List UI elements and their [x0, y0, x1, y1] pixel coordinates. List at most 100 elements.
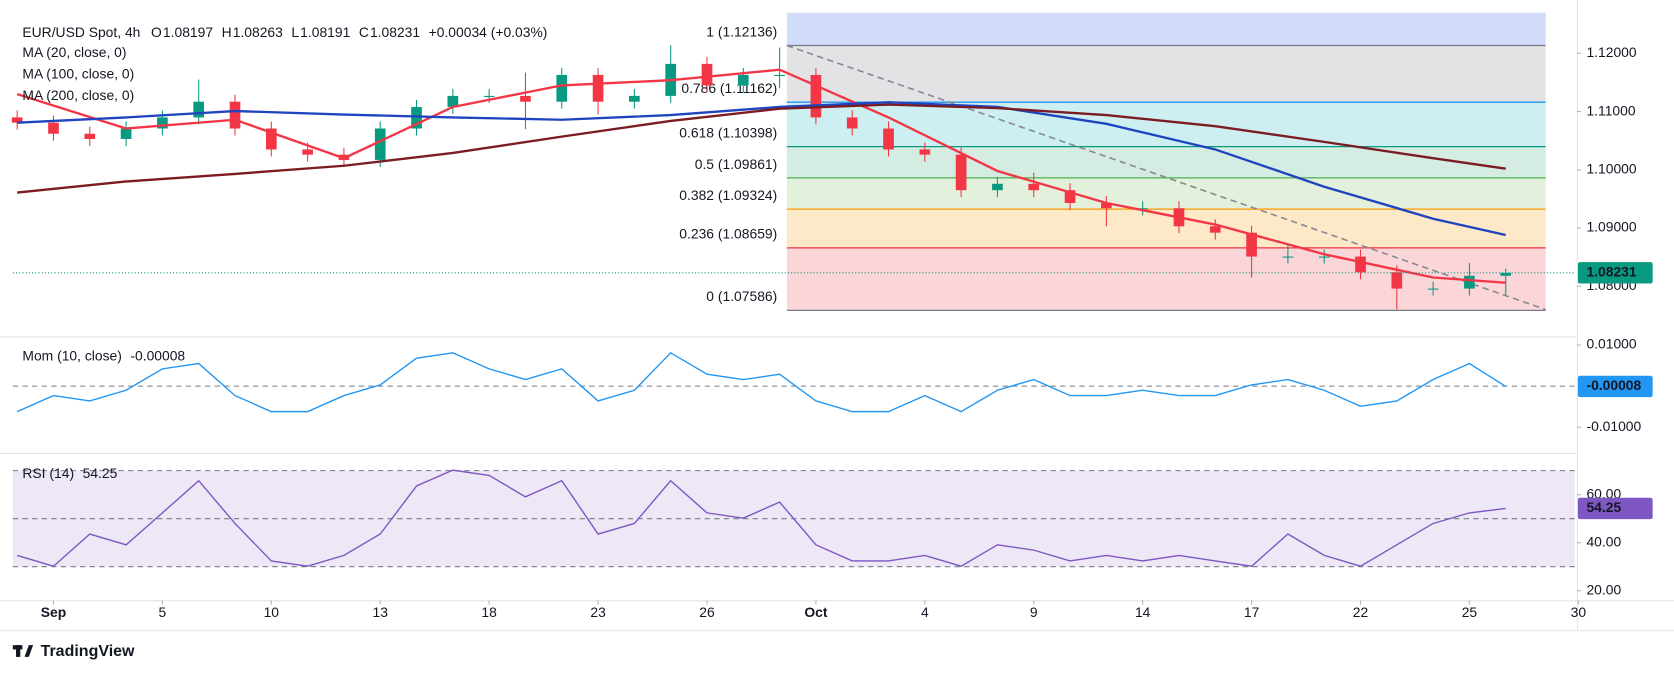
fib-zone	[786, 102, 1546, 147]
x-tick-label: 23	[590, 604, 606, 620]
ohlc-prefix: O	[151, 24, 162, 40]
last-price-box	[1577, 262, 1653, 284]
candle-body	[919, 149, 931, 155]
x-tick-label: Sep	[41, 604, 66, 620]
candle-body	[1028, 183, 1040, 191]
ohlc-prefix: L	[291, 24, 299, 40]
fib-label: 1 (1.12136)	[706, 23, 777, 39]
candle-body	[1318, 256, 1330, 258]
candle-body	[447, 95, 459, 107]
fib-label: 0.5 (1.09861)	[695, 156, 778, 172]
candle-body	[1064, 190, 1076, 204]
candle-body	[1101, 203, 1112, 209]
last-price-label: 1.08231	[1586, 263, 1636, 279]
candle-body	[11, 117, 23, 123]
x-tick-label: 4	[921, 604, 929, 620]
x-tick-label: 17	[1244, 604, 1260, 620]
change: +0.00034 (+0.03%)	[429, 24, 548, 40]
last-value-label: 54.25	[1586, 499, 1621, 515]
indicator-title: RSI (14)	[22, 465, 74, 481]
candle-body	[556, 74, 568, 102]
indicator-value: 54.25	[83, 465, 118, 481]
indicator-value: -0.00008	[130, 347, 185, 363]
x-tick-label: Oct	[804, 604, 828, 620]
x-tick-label: 18	[481, 604, 497, 620]
y-tick-label: -0.01000	[1586, 418, 1641, 434]
candle-body	[120, 128, 132, 139]
candle-body	[1464, 275, 1475, 289]
fib-zone	[786, 45, 1546, 103]
moving-average	[16, 68, 1506, 284]
candle-body	[846, 117, 858, 129]
trendline	[786, 44, 1546, 311]
logo-icon	[12, 645, 34, 657]
candle-body	[883, 128, 894, 150]
fib-label: 0.618 (1.10398)	[679, 125, 777, 141]
fib-label: 0.786 (1.11162)	[681, 80, 777, 96]
candle-body	[1282, 256, 1294, 258]
candle-body	[955, 154, 967, 191]
indicator-title: Mom (10, close)	[22, 347, 121, 363]
indicator-line	[16, 351, 1507, 413]
fib-label: 0 (1.07586)	[706, 288, 777, 304]
x-tick-label: 22	[1353, 604, 1369, 620]
moving-average	[17, 103, 1506, 194]
y-tick-label: 60.00	[1586, 485, 1621, 501]
x-tick-label: 14	[1135, 604, 1151, 620]
candle-body	[701, 63, 713, 86]
candle-body	[520, 95, 531, 102]
candle-body	[374, 128, 386, 160]
candle-body	[1355, 256, 1366, 273]
ohlc-prefix: H	[222, 24, 232, 40]
candle-body	[592, 74, 604, 102]
candle-body	[411, 106, 422, 129]
legend-entry: MA (100, close, 0)	[22, 65, 134, 81]
candle-body	[629, 95, 640, 102]
candle-body	[84, 133, 96, 139]
ohlc-value: 1.08197	[163, 24, 213, 40]
indicator-line	[16, 469, 1506, 567]
candle-body	[483, 95, 495, 97]
ohlc-value: 1.08231	[370, 24, 420, 40]
candle-body	[774, 74, 785, 76]
y-tick-label: 1.12000	[1586, 44, 1636, 60]
candle-body	[1500, 272, 1512, 276]
fib-zone	[786, 247, 1546, 311]
candle-body	[992, 183, 1003, 191]
x-tick-label: 26	[699, 604, 715, 620]
y-tick-label: 40.00	[1586, 533, 1621, 549]
ohlc-value: 1.08263	[233, 24, 283, 40]
candle-body	[265, 128, 277, 150]
y-tick-label: 1.10000	[1586, 160, 1636, 176]
y-tick-label: 20.00	[1586, 581, 1621, 597]
x-tick-label: 30	[1571, 604, 1587, 620]
candle-body	[157, 117, 168, 129]
candle-body	[1427, 288, 1439, 290]
fib-zone	[786, 146, 1546, 178]
fib-label: 0.382 (1.09324)	[679, 187, 777, 203]
ohlc-prefix: C	[359, 24, 369, 40]
candle-body	[229, 101, 241, 129]
symbol: EUR/USD Spot, 4h	[22, 24, 140, 40]
candle-body	[1209, 226, 1221, 233]
x-tick-label: 13	[373, 604, 389, 620]
candle-body	[810, 74, 822, 118]
last-value-box	[1577, 497, 1653, 520]
y-tick-label: 0.01000	[1586, 336, 1636, 352]
candle-body	[48, 122, 59, 134]
fib-zone	[786, 12, 1546, 46]
candle-body	[1391, 272, 1403, 289]
ohlc-value: 1.08191	[300, 24, 350, 40]
legend-entry: MA (200, close, 0)	[22, 87, 134, 103]
branding: TradingView	[41, 643, 135, 660]
moving-average	[17, 101, 1506, 237]
x-tick-label: 5	[159, 604, 167, 620]
y-tick-label: 1.11000	[1586, 102, 1635, 118]
fib-zone	[786, 177, 1546, 210]
candle-body	[193, 101, 205, 118]
x-tick-label: 25	[1462, 604, 1478, 620]
fib-label: 0.236 (1.08659)	[679, 226, 777, 242]
candle-body	[302, 149, 313, 155]
